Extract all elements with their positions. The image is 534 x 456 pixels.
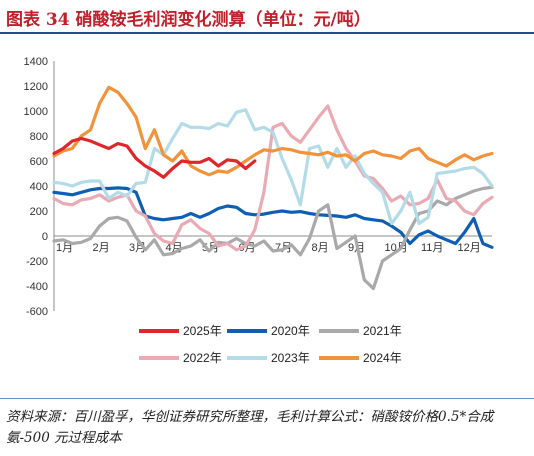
legend-label: 2020年 [271, 324, 310, 338]
legend-label: 2022年 [183, 351, 222, 365]
chart-title: 图表 34 硝酸铵毛利润变化测算（单位：元/吨） [6, 10, 371, 30]
y-tick-label: -400 [26, 281, 48, 293]
y-tick-label: 200 [30, 206, 48, 218]
x-tick-label: 11月 [421, 242, 443, 254]
y-tick-label: 1000 [24, 106, 48, 118]
y-tick-label: -600 [26, 306, 48, 318]
x-tick-label: 8月 [312, 242, 329, 254]
title-rule [0, 32, 534, 34]
series-line [52, 85, 494, 177]
series-line [52, 108, 494, 226]
y-tick-label: 600 [30, 156, 48, 168]
legend-label: 2024年 [363, 351, 402, 365]
y-tick-label: 0 [42, 231, 48, 243]
source-rule [0, 398, 534, 399]
source-note: 资料来源：百川盈孚，华创证券研究所整理，毛利计算公式：硝酸铵价格0.5*合成氨-… [6, 409, 494, 446]
y-tick-label: -200 [26, 256, 48, 268]
line-chart: -600 -400 -200 0 200 400 600 800 1000 1200 1400 1月 2… [24, 56, 494, 365]
y-tick-label: 1200 [24, 81, 48, 93]
series-line [52, 185, 494, 291]
chart-area: -600 -400 -200 0 200 400 600 800 1000 1200 1400 1月 2… [0, 40, 534, 380]
x-tick-label: 1月 [56, 242, 73, 254]
legend-label: 2021年 [363, 324, 402, 338]
y-tick-label: 800 [30, 131, 48, 143]
y-tick-label: 400 [30, 181, 48, 193]
legend-label: 2023年 [271, 351, 310, 365]
series-line [52, 136, 257, 179]
y-tick-label: 1400 [24, 56, 48, 68]
legend-label: 2025年 [183, 324, 222, 338]
x-tick-label: 12月 [458, 242, 481, 254]
x-tick-label: 2月 [93, 242, 110, 254]
series-line [52, 104, 494, 252]
series-line [52, 186, 494, 249]
title-bar: 图表 34 硝酸铵毛利润变化测算（单位：元/吨） [0, 0, 534, 34]
